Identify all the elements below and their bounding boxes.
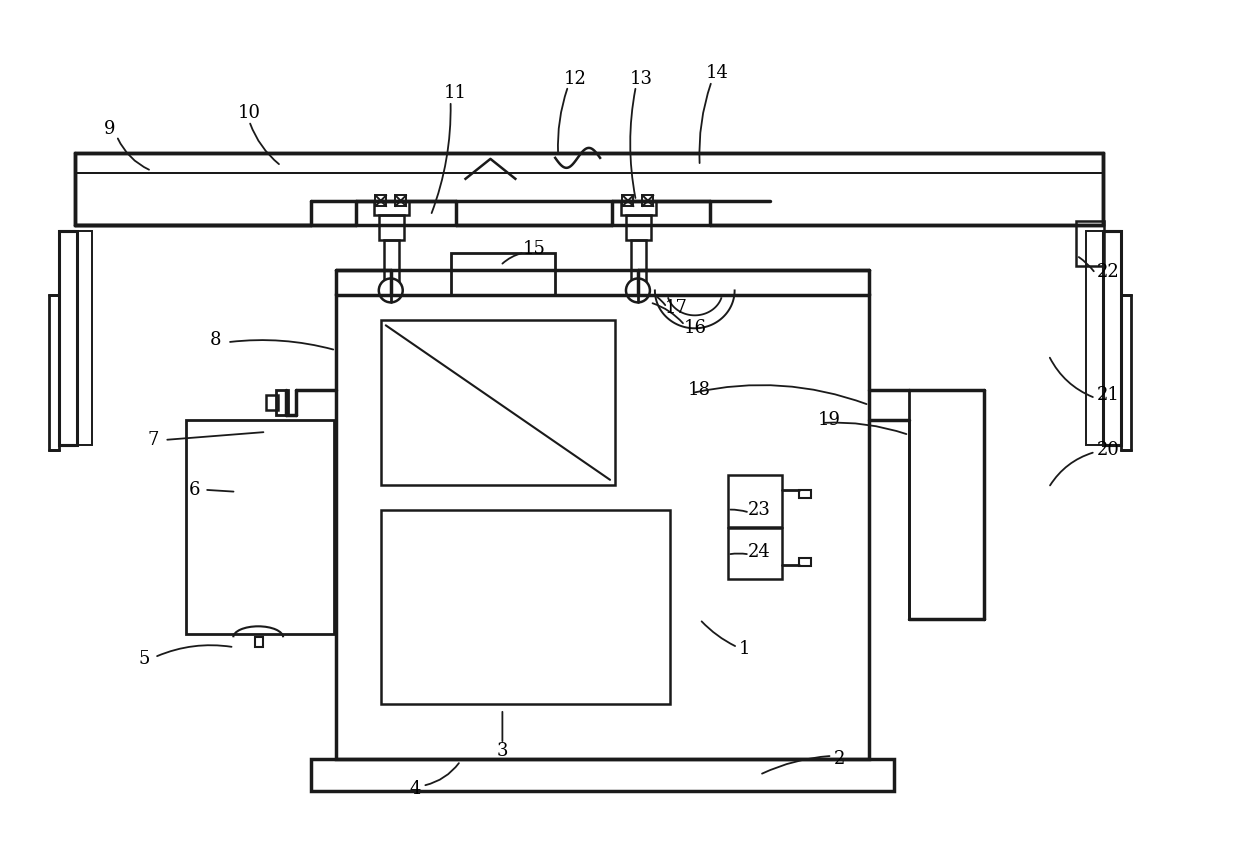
Bar [255,637,263,648]
Bar [1104,230,1121,445]
Bar [378,214,404,240]
Bar [267,395,278,410]
Bar [311,759,894,791]
Bar [396,195,407,206]
Bar [74,153,1104,225]
Bar [728,475,782,526]
Bar [1076,220,1105,266]
Bar [1086,230,1104,445]
Bar [336,295,869,759]
Bar [77,230,92,445]
Text: 9: 9 [104,120,115,138]
Circle shape [626,278,650,303]
Text: 10: 10 [238,104,260,122]
Bar [642,195,653,206]
Bar [384,240,399,282]
Text: 22: 22 [1097,263,1120,282]
Bar [58,230,77,445]
Text: 7: 7 [148,431,159,449]
Bar [626,214,651,240]
Circle shape [378,278,403,303]
Text: 19: 19 [818,411,841,429]
Text: 14: 14 [707,64,729,82]
Bar [186,420,334,634]
Bar [373,201,409,214]
Text: 24: 24 [748,542,771,561]
Bar [1121,295,1131,450]
Text: 18: 18 [688,381,712,399]
Bar [48,295,58,450]
Text: 15: 15 [523,240,546,257]
Bar [800,558,811,565]
Text: 5: 5 [139,650,150,669]
Bar [909,390,983,619]
Text: 8: 8 [210,331,221,349]
Text: 12: 12 [564,70,587,88]
Text: 2: 2 [833,750,844,768]
Bar [621,201,656,214]
Text: 21: 21 [1097,386,1120,404]
Text: 16: 16 [683,320,707,337]
Bar [376,195,387,206]
Text: 4: 4 [410,780,422,798]
Bar [800,489,811,498]
Text: 1: 1 [739,640,750,659]
Text: 17: 17 [665,299,687,317]
Text: 13: 13 [630,70,652,88]
Bar [631,240,646,282]
Text: 6: 6 [188,481,200,499]
Text: 3: 3 [497,742,508,760]
Bar [728,527,782,579]
Bar [622,195,634,206]
Bar [381,320,615,484]
Text: 23: 23 [748,500,771,519]
Text: 11: 11 [444,84,467,102]
Bar [381,510,670,704]
Bar [277,390,288,415]
Bar [450,252,556,295]
Text: 20: 20 [1097,441,1120,459]
